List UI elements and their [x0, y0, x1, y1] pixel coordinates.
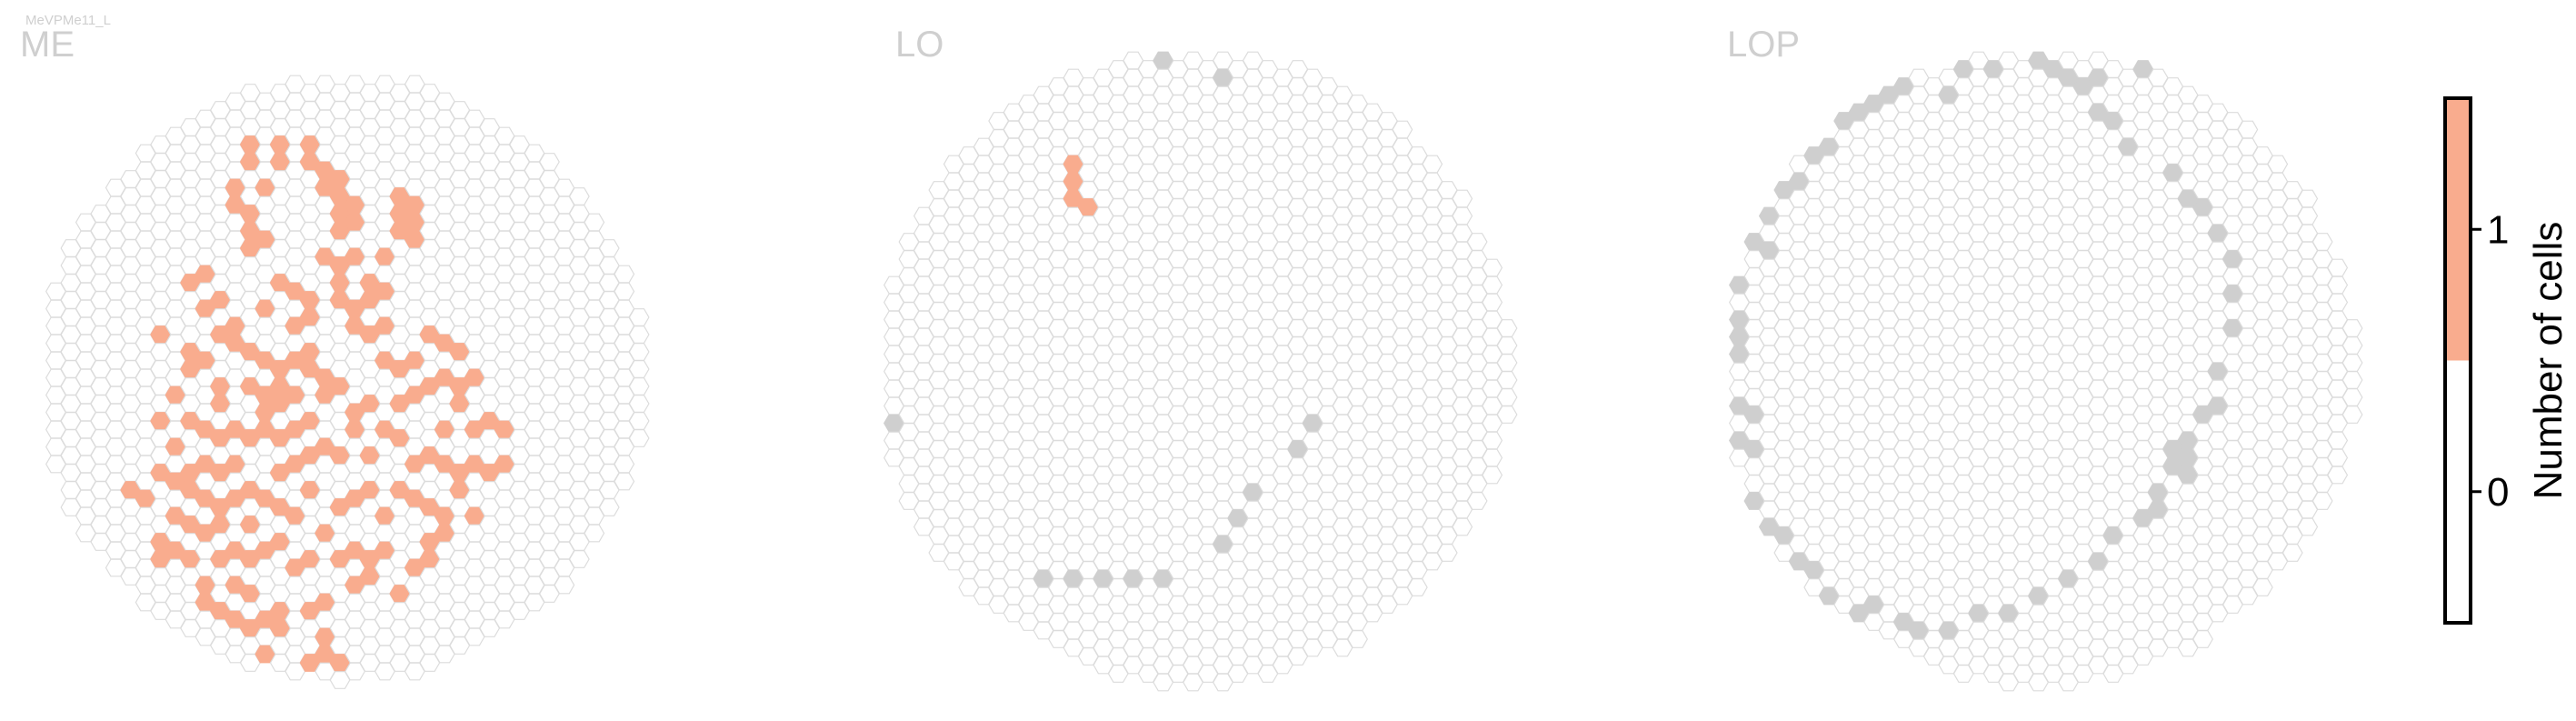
panel-title-me: ME [20, 25, 75, 65]
hex-column [1452, 189, 1473, 208]
hex-column [1482, 293, 1503, 312]
colorbar-tick-label-1: 1 [2487, 207, 2509, 252]
hex-column [1482, 448, 1503, 467]
hex-column [1466, 492, 1488, 510]
hex-column [2297, 206, 2319, 225]
hex-column [1482, 466, 1503, 485]
hex-column [2341, 319, 2363, 337]
hex-column [2341, 388, 2363, 406]
hex-column [1496, 406, 1518, 424]
hex-column [598, 239, 620, 257]
hex-column [628, 395, 650, 413]
cell-type-label: MeVPMe11_L [25, 13, 111, 28]
hex-column [1482, 258, 1503, 277]
hex-column [628, 377, 650, 396]
hex-column [2327, 293, 2349, 312]
panel-lop: LOP [1727, 25, 2363, 692]
panel-me: ME [20, 25, 650, 689]
hex-column [614, 455, 635, 474]
hex-column [1436, 544, 1458, 562]
hex-column [1496, 388, 1518, 406]
panel-title-lop: LOP [1727, 25, 1800, 65]
hex-column [584, 524, 605, 543]
hex-column [628, 343, 650, 361]
hex-column [2341, 406, 2363, 424]
hex-column [1496, 336, 1518, 355]
hex-column [1482, 431, 1503, 450]
hex-column [1496, 319, 1518, 337]
hex-column [2311, 492, 2333, 510]
hex-column [2327, 431, 2349, 450]
hex-column [628, 429, 650, 447]
hex-column [628, 308, 650, 326]
hex-column [2252, 578, 2273, 596]
hex-column [628, 412, 650, 430]
colorbar-tick-label-0: 0 [2487, 470, 2509, 515]
hex-column [2327, 448, 2349, 467]
hex-column [2341, 336, 2363, 355]
hex-column [568, 187, 590, 205]
colorbar-label: Number of cells [2526, 222, 2571, 500]
colorbar-segment-0 [2445, 360, 2471, 623]
hex-column [2341, 354, 2363, 372]
hex-column [614, 472, 635, 491]
hex-column [554, 576, 575, 595]
hex-column [614, 265, 635, 284]
hex-column [2311, 233, 2333, 251]
hex-panels: ME LO LOP [20, 25, 2363, 692]
hex-column [539, 153, 560, 171]
hex-column [1452, 517, 1473, 536]
hex-column [598, 498, 620, 516]
panel-title-lo: LO [895, 25, 944, 65]
hex-column [2237, 120, 2259, 139]
hex-column [2267, 155, 2289, 174]
hex-column [2327, 275, 2349, 295]
hex-column [2341, 371, 2363, 389]
hex-column [1422, 155, 1443, 174]
colorbar: 1 0 Number of cells [2443, 96, 2571, 625]
hex-column [2297, 517, 2319, 536]
hex-column [2327, 466, 2349, 485]
hex-column [628, 325, 650, 344]
hex-column [614, 282, 635, 301]
hex-column [628, 360, 650, 378]
colorbar-segment-1 [2445, 98, 2471, 361]
hex-column [1482, 275, 1503, 295]
hex-column [2297, 189, 2319, 208]
hex-column [2192, 630, 2213, 648]
hex-column [568, 550, 590, 568]
hex-column [1496, 371, 1518, 389]
panel-lo: LO [884, 25, 1518, 692]
hex-column [584, 213, 605, 232]
hex-column [2327, 258, 2349, 277]
hex-column [1406, 578, 1428, 596]
hex-column [1392, 120, 1413, 139]
hex-column [1466, 233, 1488, 251]
hex-column [1452, 206, 1473, 225]
hex-column [1347, 630, 1368, 648]
hex-column [1496, 354, 1518, 372]
hex-column [2281, 544, 2303, 562]
